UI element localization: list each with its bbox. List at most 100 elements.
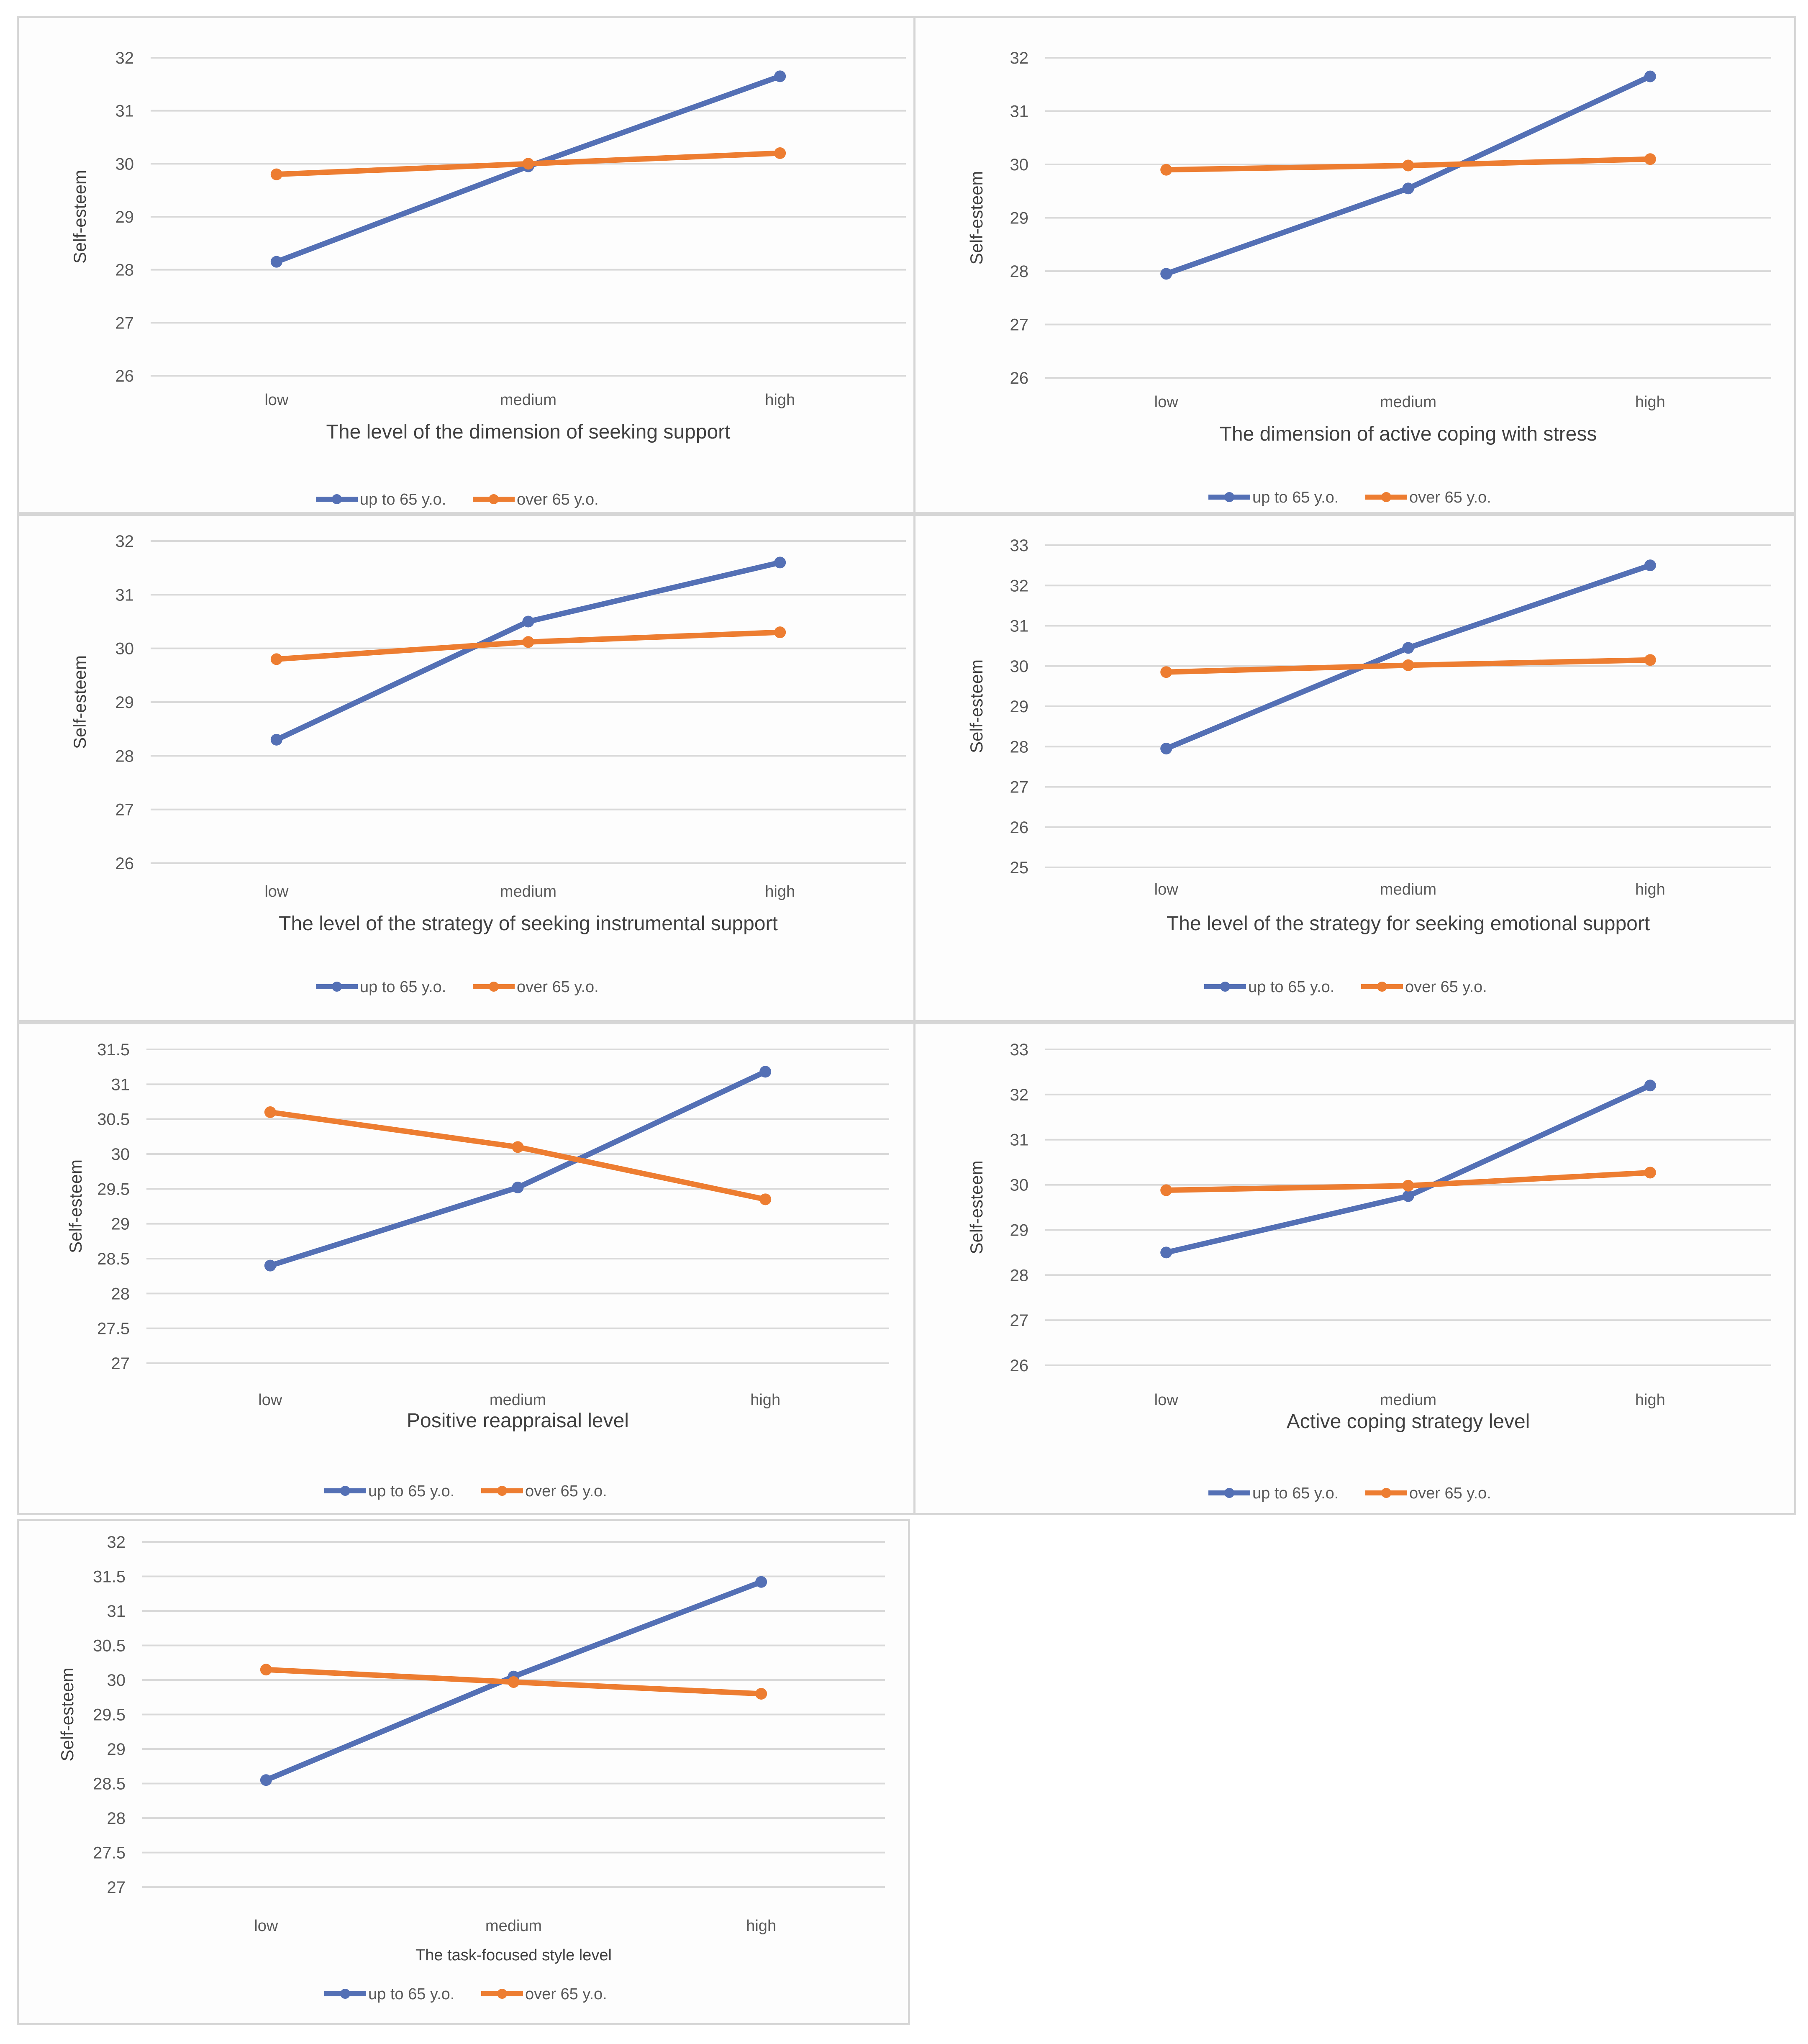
y-tick-label: 26 bbox=[1010, 818, 1029, 837]
y-axis-title: Self-esteem bbox=[66, 1159, 85, 1253]
y-tick-label: 33 bbox=[1010, 1041, 1029, 1059]
y-tick-label: 32 bbox=[107, 1533, 126, 1552]
x-axis-title: The level of the dimension of seeking su… bbox=[326, 421, 731, 443]
legend-label: up to 65 y.o. bbox=[1248, 978, 1334, 996]
legend-swatch-marker bbox=[1381, 1488, 1391, 1498]
x-category-label: medium bbox=[1380, 1391, 1436, 1409]
y-tick-label: 27 bbox=[1010, 778, 1029, 797]
y-tick-label: 26 bbox=[1010, 1357, 1029, 1375]
y-tick-label: 30 bbox=[1010, 156, 1029, 174]
y-tick-label: 30.5 bbox=[97, 1110, 130, 1129]
chart-panel-6: 26 27 28 29 30 31 32 33 low medium high Active copi… bbox=[913, 1022, 1796, 1515]
y-tick-label: 27 bbox=[1010, 316, 1029, 334]
x-category-label: low bbox=[264, 391, 289, 409]
legend-swatch-marker bbox=[489, 982, 499, 992]
data-point-up-to-65 bbox=[1644, 70, 1656, 82]
chart-svg: 26 27 28 29 30 31 32 low medium high The dimension… bbox=[967, 49, 1771, 506]
x-axis-title: Active coping strategy level bbox=[1287, 1411, 1530, 1433]
y-tick-label: 28.5 bbox=[97, 1250, 130, 1268]
data-point-over-65 bbox=[522, 158, 534, 170]
data-point-over-65 bbox=[1644, 153, 1656, 165]
data-point-over-65 bbox=[1644, 1167, 1656, 1179]
x-category-label: medium bbox=[485, 1917, 542, 1935]
y-tick-label: 29 bbox=[1010, 209, 1029, 228]
legend-label: up to 65 y.o. bbox=[360, 491, 446, 508]
data-point-over-65 bbox=[774, 626, 786, 639]
series-line-up-to-65 bbox=[1163, 1082, 1653, 1255]
data-point-over-65 bbox=[1402, 159, 1414, 172]
data-point-over-65 bbox=[512, 1141, 524, 1153]
y-tick-label: 29 bbox=[1010, 698, 1029, 716]
chart-panel-3: 26 27 28 29 30 31 32 low medium high The level of … bbox=[17, 514, 916, 1022]
chart-panel-7: 27 27.5 28 28.5 29 29.5 30 30.5 31 31.5 32 low mediu… bbox=[17, 1519, 910, 2025]
data-point-over-65 bbox=[270, 653, 282, 665]
x-category-label: medium bbox=[500, 883, 557, 900]
x-category-label: high bbox=[1635, 393, 1665, 411]
y-tick-label: 30 bbox=[1010, 657, 1029, 676]
x-category-label: low bbox=[1154, 393, 1179, 411]
y-tick-label: 31 bbox=[111, 1075, 130, 1094]
legend-entry-up-to-65: up to 65 y.o. bbox=[316, 491, 446, 508]
data-point-over-65 bbox=[1160, 164, 1172, 176]
x-category-label: low bbox=[1154, 1391, 1179, 1409]
y-tick-label: 30 bbox=[115, 155, 134, 173]
legend-swatch-marker bbox=[332, 982, 342, 992]
y-tick-label: 28 bbox=[1010, 262, 1029, 281]
data-point-over-65 bbox=[522, 636, 534, 648]
data-point-up-to-65 bbox=[1644, 1080, 1656, 1092]
y-tick-label: 31.5 bbox=[93, 1568, 126, 1586]
data-point-over-65 bbox=[260, 1664, 272, 1676]
legend-label: over 65 y.o. bbox=[525, 1482, 607, 1500]
legend-label: over 65 y.o. bbox=[1409, 1485, 1491, 1502]
series-line-up-to-65 bbox=[1163, 74, 1653, 277]
x-category-label: medium bbox=[490, 1391, 546, 1409]
legend-swatch-marker bbox=[497, 1486, 507, 1496]
y-tick-label: 33 bbox=[1010, 536, 1029, 555]
y-tick-label: 29 bbox=[115, 208, 134, 226]
series-line-up-to-65 bbox=[267, 1069, 768, 1269]
y-tick-label: 27 bbox=[1010, 1311, 1029, 1330]
data-point-up-to-65 bbox=[1160, 743, 1172, 755]
chart-svg: 26 27 28 29 30 31 32 low medium high The level of … bbox=[70, 49, 906, 508]
y-axis-title: Self-esteem bbox=[967, 171, 986, 264]
legend-swatch-marker bbox=[340, 1989, 350, 1999]
chart-svg: 27 27.5 28 28.5 29 29.5 30 30.5 31 31.5 low medium h… bbox=[66, 1041, 889, 1500]
data-point-over-65 bbox=[759, 1193, 772, 1205]
y-tick-label: 31 bbox=[1010, 103, 1029, 121]
legend-swatch-marker bbox=[497, 1989, 507, 1999]
y-tick-label: 28 bbox=[115, 747, 134, 765]
legend-label: up to 65 y.o. bbox=[368, 1985, 454, 2003]
data-point-over-65 bbox=[774, 147, 786, 159]
y-tick-label: 28 bbox=[1010, 738, 1029, 756]
data-point-up-to-65 bbox=[1402, 182, 1414, 195]
y-tick-label: 32 bbox=[115, 49, 134, 67]
y-tick-label: 31 bbox=[115, 586, 134, 604]
legend-entry-up-to-65: up to 65 y.o. bbox=[1208, 489, 1339, 506]
x-category-label: low bbox=[254, 1917, 278, 1935]
legend-label: over 65 y.o. bbox=[1405, 978, 1487, 996]
legend-swatch-marker bbox=[489, 494, 499, 504]
y-tick-label: 30.5 bbox=[93, 1637, 126, 1655]
data-point-up-to-65 bbox=[755, 1576, 767, 1588]
data-point-over-65 bbox=[1160, 1184, 1172, 1196]
legend-swatch-marker bbox=[1377, 982, 1387, 992]
legend-swatch-marker bbox=[1220, 982, 1230, 992]
x-category-label: high bbox=[1635, 881, 1665, 898]
data-point-up-to-65 bbox=[522, 616, 534, 628]
y-tick-label: 29.5 bbox=[97, 1180, 130, 1198]
chart-panel-5: 27 27.5 28 28.5 29 29.5 30 30.5 31 31.5 low medium h… bbox=[17, 1022, 916, 1515]
data-point-over-65 bbox=[264, 1106, 276, 1118]
legend-entry-over-65: over 65 y.o. bbox=[473, 491, 599, 508]
y-tick-label: 26 bbox=[115, 367, 134, 385]
x-category-label: low bbox=[1154, 881, 1179, 898]
x-category-label: medium bbox=[1380, 393, 1436, 411]
x-axis-title: The task-focused style level bbox=[415, 1947, 612, 1964]
legend-swatch-marker bbox=[1224, 492, 1234, 502]
chart-panel-4: 25 26 27 28 29 30 31 32 33 low medium high The level… bbox=[913, 514, 1796, 1022]
legend-label: over 65 y.o. bbox=[517, 491, 599, 508]
data-point-up-to-65 bbox=[1644, 559, 1656, 572]
data-point-over-65 bbox=[508, 1676, 520, 1688]
data-point-up-to-65 bbox=[1402, 642, 1414, 654]
y-tick-label: 32 bbox=[1010, 577, 1029, 595]
y-tick-label: 27 bbox=[111, 1354, 130, 1373]
